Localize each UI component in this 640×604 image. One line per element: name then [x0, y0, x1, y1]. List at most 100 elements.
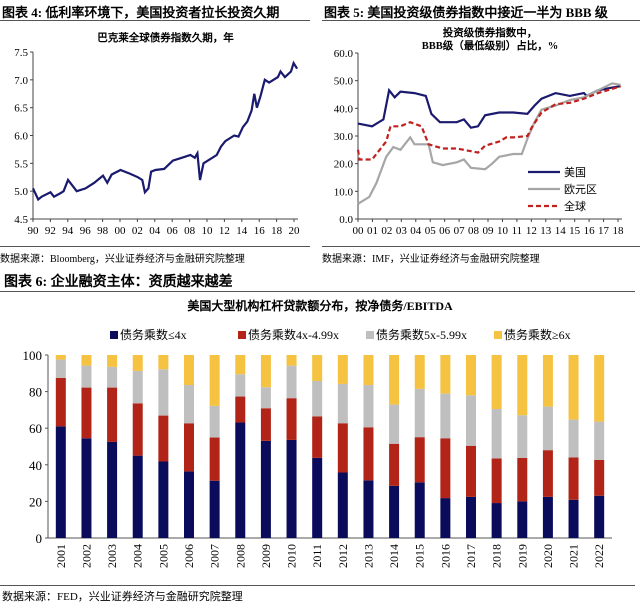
bar-2016-series-1: [440, 438, 451, 499]
bar-2005-series-1: [158, 415, 169, 462]
x-tick-label: 10: [497, 225, 509, 237]
x-tick-label: 2012: [336, 544, 350, 568]
x-tick-label: 16: [254, 225, 266, 237]
bar-2019-series-3: [517, 355, 528, 416]
bar-2007-series-3: [209, 355, 220, 406]
bar-2015-series-0: [414, 482, 425, 538]
bar-2010-series-1: [286, 398, 297, 440]
bar-2005-series-3: [158, 355, 169, 370]
bar-2020-series-0: [542, 496, 553, 538]
chart-title: 投资级债券指数中，: [443, 26, 538, 39]
bar-2009-series-2: [260, 387, 271, 409]
legend-label: 债务乘数4x-4.99x: [248, 327, 339, 342]
bar-2022-series-0: [594, 495, 605, 538]
bar-2011-series-2: [312, 380, 323, 417]
bar-2020-series-2: [542, 406, 553, 451]
y-tick-label: 20: [29, 494, 42, 509]
x-tick-label: 2004: [131, 544, 145, 568]
series-line-0: [32, 60, 299, 202]
bar-2014-series-0: [389, 485, 400, 538]
bar-2001-series-1: [55, 377, 66, 427]
series-line-0: [357, 85, 621, 129]
bar-2008-series-2: [235, 374, 246, 397]
x-tick-label: 00: [115, 225, 127, 237]
x-tick-label: 2022: [592, 544, 606, 568]
bar-2012-series-0: [337, 472, 348, 538]
x-tick-label: 07: [454, 225, 466, 237]
bar-2010-series-3: [286, 355, 297, 366]
x-tick-label: 04: [149, 225, 161, 237]
bar-2019-series-2: [517, 415, 528, 458]
y-tick-label: 7.5: [14, 47, 28, 59]
bar-2012-series-2: [337, 383, 348, 424]
figure-5-source: 数据来源：IMF，兴业证券经济与金融研究院整理: [322, 254, 540, 265]
bar-2013-series-0: [363, 480, 374, 538]
bar-2005-series-2: [158, 369, 169, 416]
bar-2003-series-0: [107, 441, 118, 538]
bar-2012-series-3: [337, 355, 348, 384]
legend-swatch: [238, 331, 246, 339]
chart-title: BBB级（最低级别）占比，%: [422, 39, 559, 52]
bar-2016-series-0: [440, 498, 451, 538]
divider: [0, 585, 635, 586]
bar-2006-series-0: [184, 471, 194, 538]
x-tick-label: 92: [45, 225, 56, 237]
bar-2002-series-3: [81, 355, 92, 366]
x-tick-label: 02: [381, 225, 392, 237]
y-tick-label: 100: [23, 348, 43, 363]
bar-2008-series-1: [235, 396, 246, 423]
bar-2004-series-2: [132, 370, 143, 404]
bar-2015-series-2: [414, 388, 425, 438]
y-tick-label: 60: [29, 421, 42, 436]
x-tick-label: 2005: [156, 544, 170, 568]
y-tick-label: 4.5: [14, 214, 28, 226]
y-tick-label: 10.0: [334, 186, 354, 198]
bar-2016-series-2: [440, 393, 451, 439]
x-tick-label: 20: [289, 225, 301, 237]
legend-swatch: [110, 331, 118, 339]
x-tick-label: 2021: [567, 544, 581, 568]
legend-label: 欧元区: [564, 183, 597, 196]
x-tick-label: 04: [410, 225, 422, 237]
bar-2019-series-0: [517, 501, 528, 538]
x-tick-label: 00: [353, 225, 365, 237]
bar-2020-series-3: [542, 355, 553, 407]
bar-2011-series-1: [312, 416, 323, 458]
x-tick-label: 96: [80, 225, 92, 237]
bar-2013-series-1: [363, 427, 374, 481]
bar-2013-series-2: [363, 385, 374, 428]
bar-2003-series-3: [107, 355, 118, 367]
x-tick-label: 2001: [54, 544, 68, 568]
y-tick-label: 20.0: [334, 159, 354, 171]
x-tick-label: 17: [598, 225, 610, 237]
y-tick-label: 0: [36, 531, 43, 546]
y-tick-label: 40.0: [334, 103, 354, 115]
x-tick-label: 2007: [208, 544, 222, 568]
legend-label: 债务乘数≥6x: [504, 327, 571, 342]
x-tick-label: 98: [97, 225, 109, 237]
y-tick-label: 5.0: [14, 186, 28, 198]
y-tick-label: 7.0: [14, 75, 28, 87]
bbb-share-line-chart: 投资级债券指数中，BBB级（最低级别）占比，% 0.0 10.0 20.0 30.0 40…: [334, 26, 624, 237]
x-tick-label: 14: [555, 225, 567, 237]
divider: [0, 246, 310, 247]
x-tick-label: 94: [62, 225, 74, 237]
x-tick-label: 2013: [361, 544, 375, 568]
divider: [0, 20, 310, 21]
x-tick-label: 2009: [259, 544, 273, 568]
bar-2021-series-0: [568, 499, 579, 538]
x-tick-label: 18: [271, 225, 283, 237]
bar-2006-series-1: [184, 423, 194, 472]
chart-title: 美国大型机构杠杆贷款额分布，按净债务/EBITDA: [187, 298, 453, 313]
x-tick-label: 2002: [79, 544, 93, 568]
x-tick-label: 2003: [105, 544, 119, 568]
x-tick-label: 16: [584, 225, 596, 237]
x-tick-label: 12: [526, 225, 537, 237]
x-tick-label: 2017: [464, 544, 478, 568]
y-tick-label: 60.0: [334, 48, 354, 60]
bar-2014-series-1: [389, 443, 400, 486]
bar-2012-series-1: [337, 423, 348, 473]
legend-label: 债务乘数5x-5.99x: [376, 327, 467, 342]
bar-2010-series-0: [286, 439, 297, 538]
